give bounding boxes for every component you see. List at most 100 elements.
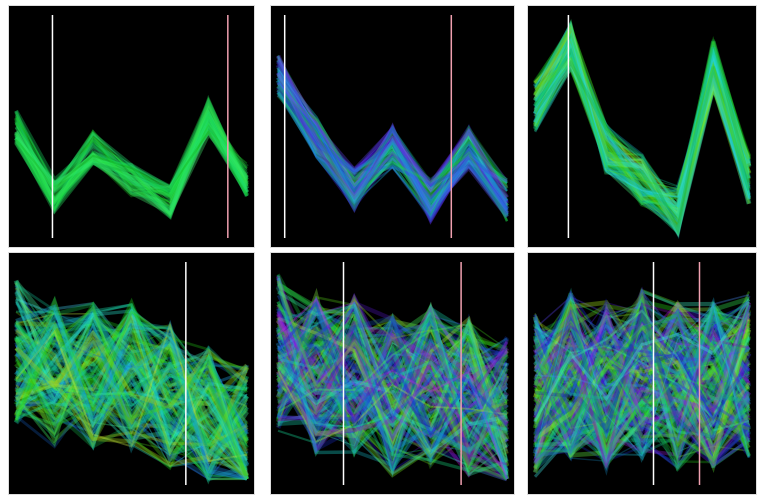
- data-line: [533, 309, 751, 460]
- data-line: [276, 305, 508, 396]
- data-line: [277, 79, 508, 223]
- data-line: [534, 47, 750, 232]
- data-line: [532, 336, 751, 463]
- data-line: [277, 350, 509, 438]
- data-line: [534, 40, 750, 203]
- data-line: [532, 311, 752, 476]
- data-line: [533, 319, 750, 464]
- data-line: [534, 342, 751, 426]
- data-line: [277, 296, 508, 480]
- plot-panel: [8, 5, 255, 248]
- data-line: [277, 315, 508, 474]
- data-line: [13, 336, 248, 454]
- data-line: [276, 303, 508, 481]
- data-line: [534, 334, 750, 469]
- data-line: [14, 341, 249, 480]
- data-line: [276, 71, 509, 223]
- data-line: [276, 307, 508, 474]
- data-line: [534, 38, 750, 209]
- data-line: [15, 322, 249, 468]
- data-line: [277, 313, 509, 480]
- panel-background: [527, 252, 757, 495]
- data-line: [15, 306, 249, 477]
- data-line: [15, 329, 249, 480]
- data-line: [277, 301, 508, 457]
- data-line: [277, 301, 508, 431]
- data-line: [14, 282, 248, 473]
- data-line: [532, 316, 750, 458]
- data-line: [14, 112, 249, 198]
- data-line: [534, 331, 751, 464]
- data-line: [276, 89, 509, 203]
- data-line: [14, 348, 247, 481]
- data-line: [534, 309, 750, 453]
- data-line: [276, 66, 509, 202]
- data-line: [15, 327, 248, 447]
- data-line: [15, 328, 248, 447]
- data-line: [277, 355, 508, 456]
- data-line: [533, 39, 751, 235]
- data-line: [15, 300, 248, 468]
- data-line: [276, 296, 508, 412]
- data-line: [15, 321, 248, 463]
- plot-panel: [8, 252, 255, 495]
- data-line: [532, 47, 752, 226]
- data-line: [276, 322, 510, 428]
- data-line: [534, 328, 750, 450]
- data-line: [533, 304, 750, 445]
- data-line: [277, 338, 509, 442]
- data-line: [276, 82, 509, 220]
- data-line: [276, 295, 509, 480]
- data-line: [15, 322, 248, 461]
- data-line: [534, 334, 750, 452]
- data-line: [276, 91, 509, 221]
- data-line: [277, 91, 508, 223]
- data-line: [534, 43, 751, 235]
- data-line: [276, 69, 508, 217]
- data-line: [14, 296, 249, 469]
- data-line: [276, 302, 510, 431]
- data-line: [15, 302, 248, 424]
- data-line: [14, 351, 248, 482]
- data-line: [533, 56, 751, 201]
- panel-background: [270, 252, 515, 495]
- data-line: [275, 321, 509, 453]
- data-line: [14, 101, 249, 201]
- data-line: [15, 366, 248, 457]
- data-line: [276, 74, 509, 207]
- data-line: [15, 121, 248, 204]
- data-line: [276, 319, 509, 452]
- data-line: [15, 321, 248, 455]
- data-line: [14, 322, 249, 442]
- data-line: [534, 298, 751, 457]
- data-line: [15, 320, 250, 479]
- data-line: [276, 308, 508, 468]
- data-line: [533, 324, 750, 419]
- data-line: [534, 51, 750, 222]
- data-line: [534, 22, 751, 224]
- data-line: [277, 326, 508, 466]
- data-line: [532, 300, 751, 458]
- data-line: [534, 305, 750, 431]
- data-line: [534, 313, 751, 412]
- data-line: [14, 322, 248, 446]
- data-line: [277, 78, 508, 217]
- data-line: [534, 339, 750, 434]
- data-line: [534, 312, 750, 437]
- data-line: [13, 94, 250, 220]
- data-line: [276, 296, 508, 440]
- data-line: [13, 279, 249, 445]
- data-line: [534, 20, 750, 200]
- data-line: [534, 316, 750, 447]
- data-line: [15, 311, 248, 448]
- data-line: [277, 381, 508, 470]
- plot-panel: [270, 252, 515, 495]
- data-line: [534, 301, 750, 454]
- data-line: [533, 321, 751, 436]
- data-line: [534, 302, 750, 456]
- data-line: [276, 347, 508, 452]
- data-line: [534, 320, 750, 413]
- data-line: [533, 309, 752, 458]
- data-line: [534, 345, 751, 441]
- data-line: [532, 37, 752, 208]
